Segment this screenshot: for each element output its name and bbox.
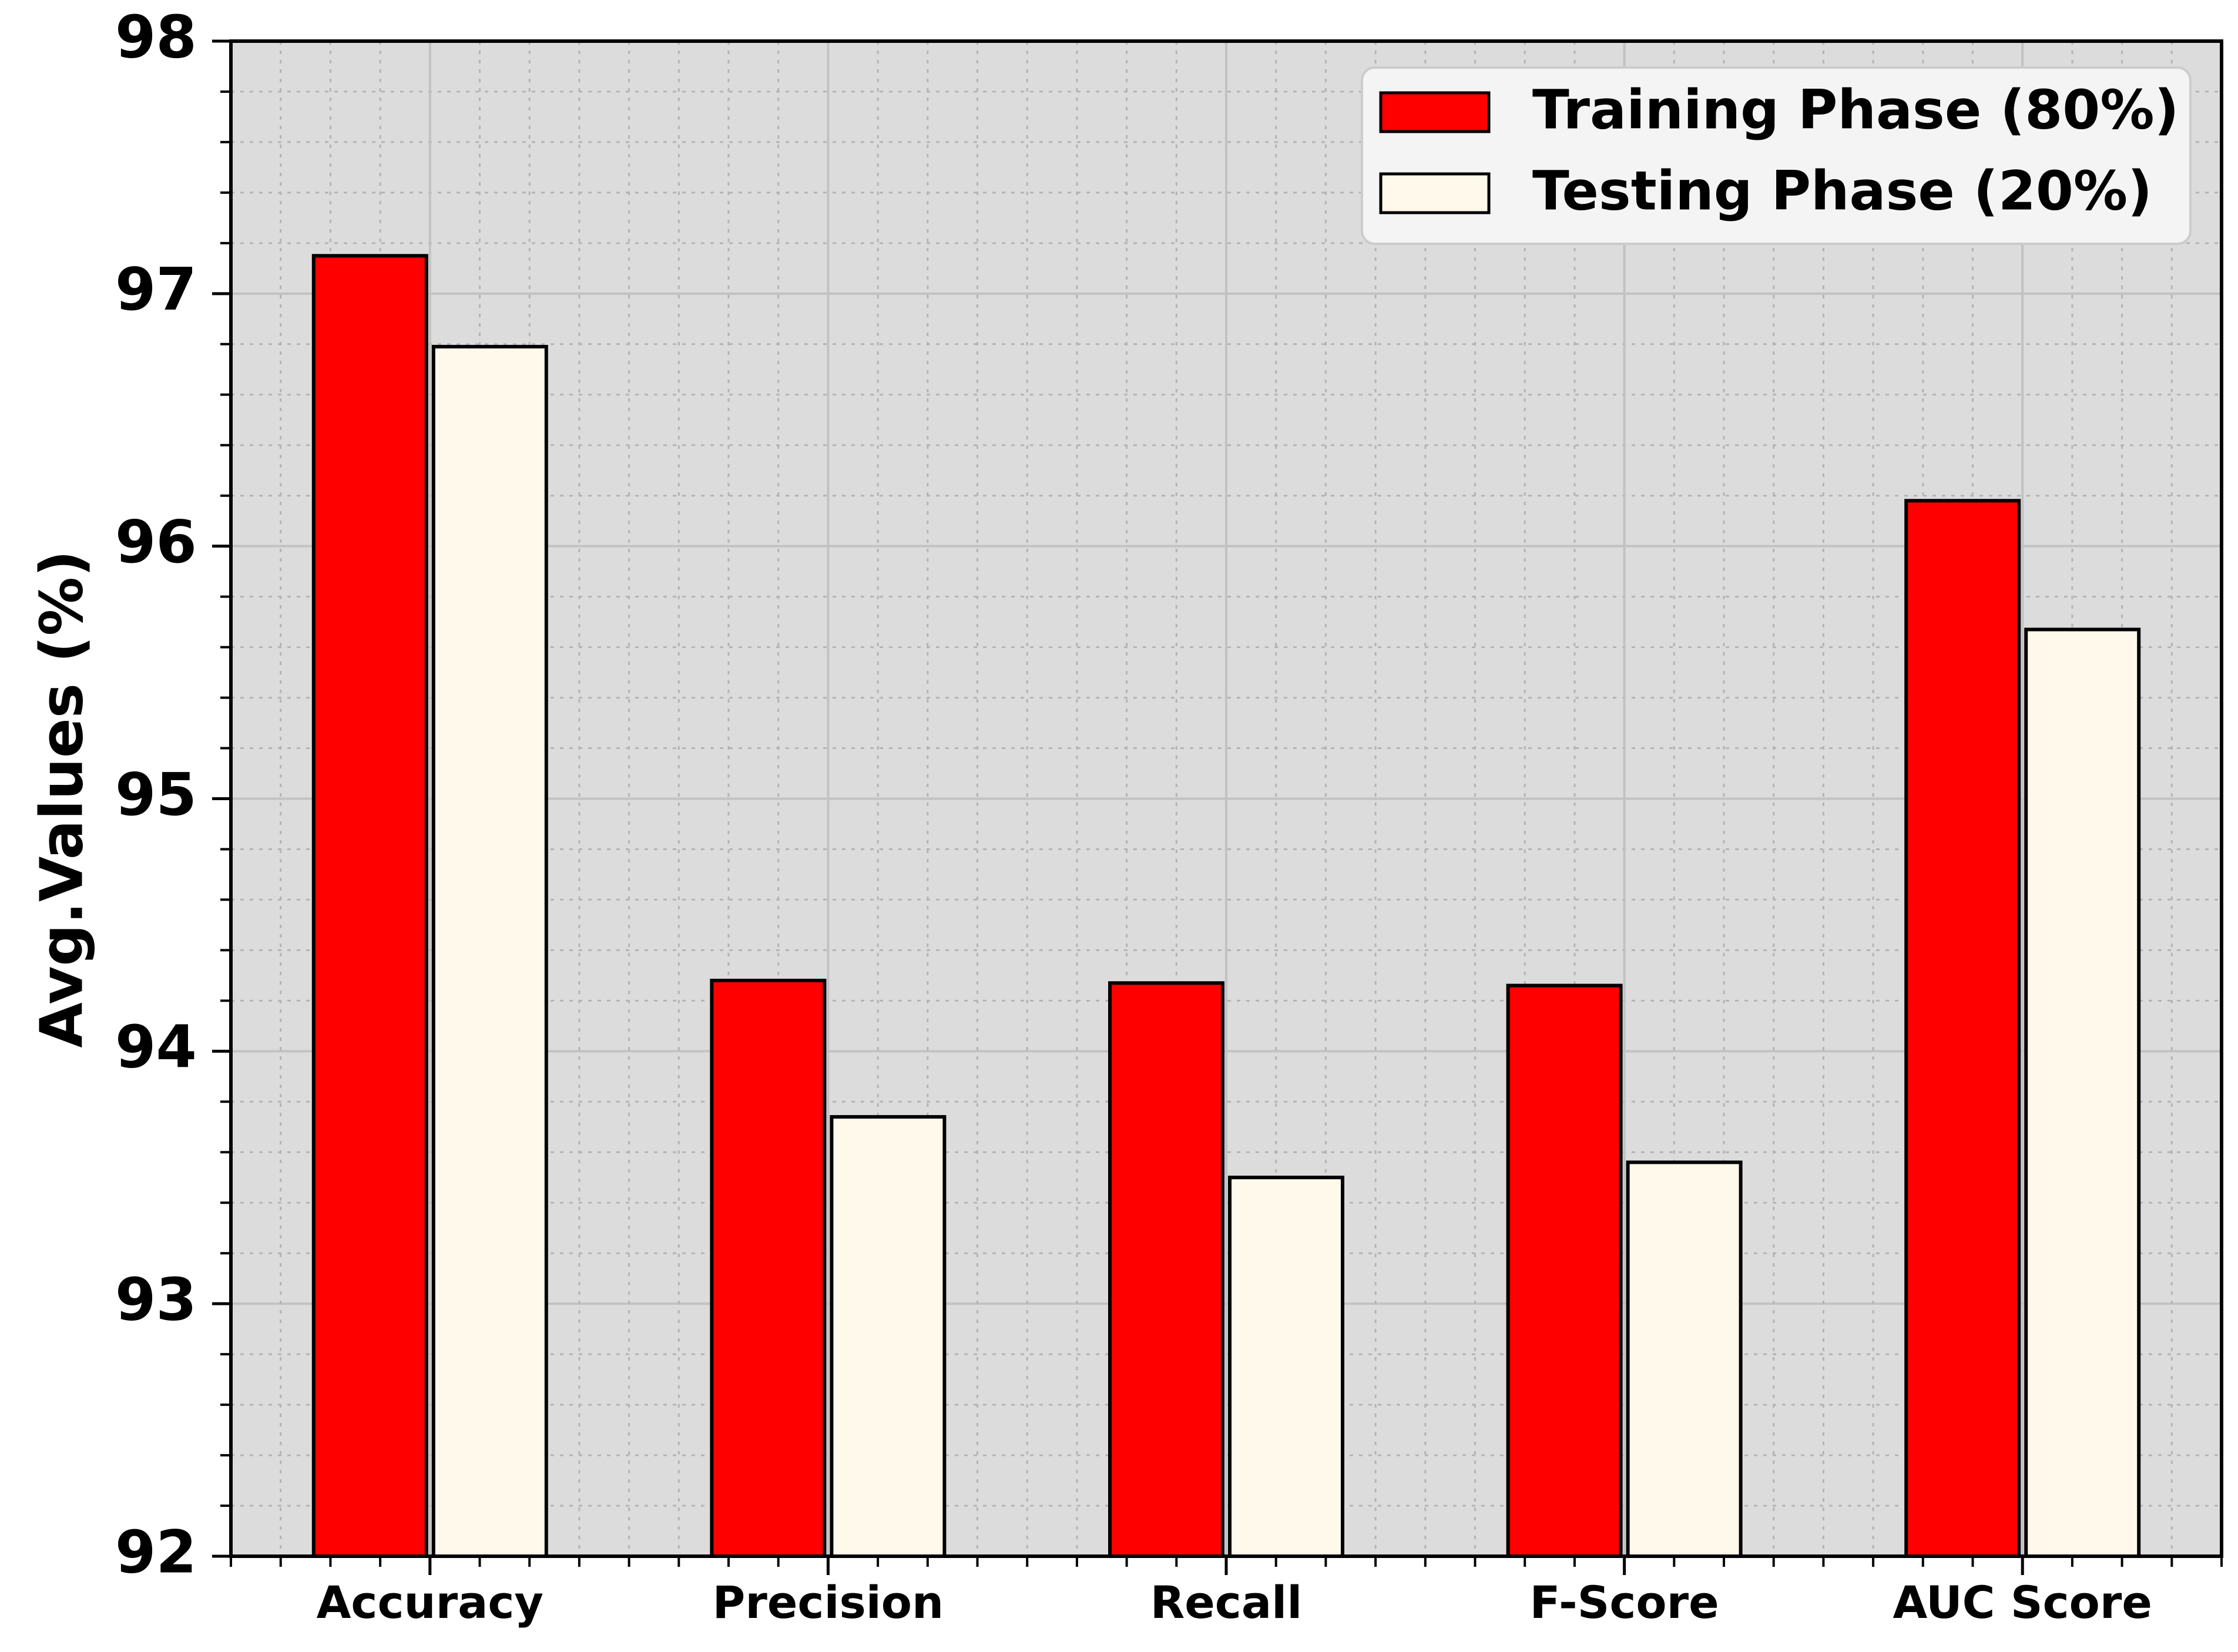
legend-label-testing: Testing Phase (20%) <box>1532 159 2152 222</box>
y-tick-label: 97 <box>115 255 197 324</box>
bar-testing <box>431 345 548 1558</box>
bar-training <box>1506 983 1623 1558</box>
tick-labels: 92 93 94 95 96 97 98 Accuracy Precision Recall F-S… <box>115 2 2152 1629</box>
bars <box>311 254 2141 1559</box>
bar-testing <box>830 1115 947 1558</box>
y-tick-label: 95 <box>115 760 197 829</box>
y-tick-label: 94 <box>115 1013 197 1082</box>
bar-training <box>1108 981 1224 1558</box>
legend-swatch-training <box>1379 91 1491 133</box>
y-tick-label: 96 <box>115 508 197 576</box>
x-tick-label: Recall <box>1150 1576 1303 1629</box>
legend: Training Phase (80%) Testing Phase (20%) <box>1361 66 2192 245</box>
y-tick-label: 93 <box>115 1265 197 1334</box>
axes <box>212 39 2223 1575</box>
bar-training <box>311 254 428 1558</box>
bar-testing <box>1626 1160 1743 1558</box>
y-tick-label: 98 <box>115 2 197 71</box>
legend-swatch-testing <box>1379 172 1491 214</box>
y-tick-label: 92 <box>115 1517 197 1586</box>
legend-box <box>1361 66 2192 245</box>
bar-training <box>1904 499 2021 1559</box>
bar-testing <box>1228 1176 1344 1558</box>
x-tick-label: Precision <box>713 1576 944 1629</box>
x-tick-label: AUC Score <box>1893 1576 2152 1629</box>
axes-frame <box>229 39 2223 1558</box>
legend-label-training: Training Phase (80%) <box>1532 78 2179 141</box>
y-axis-label: Avg.Values (%) <box>27 550 96 1047</box>
bar-testing <box>2024 627 2141 1558</box>
x-tick-label: Accuracy <box>317 1576 543 1629</box>
bar-training <box>710 978 827 1558</box>
x-tick-label: F-Score <box>1530 1576 1719 1629</box>
